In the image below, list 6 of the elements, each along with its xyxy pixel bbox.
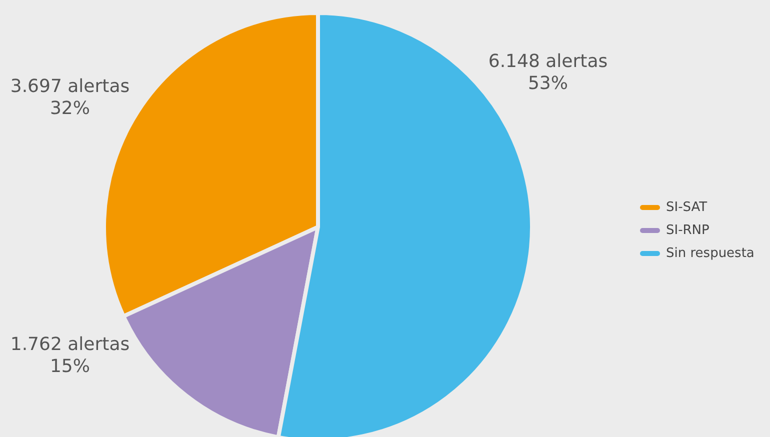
legend-label: SI-RNP [666, 223, 710, 238]
data-label: 1.762 alertas 15% [10, 334, 130, 377]
legend-label: SI-SAT [666, 200, 708, 215]
data-label: 6.148 alertas 53% [488, 51, 608, 94]
legend-label: Sin respuesta [666, 246, 754, 261]
data-label: 3.697 alertas 32% [10, 76, 130, 119]
